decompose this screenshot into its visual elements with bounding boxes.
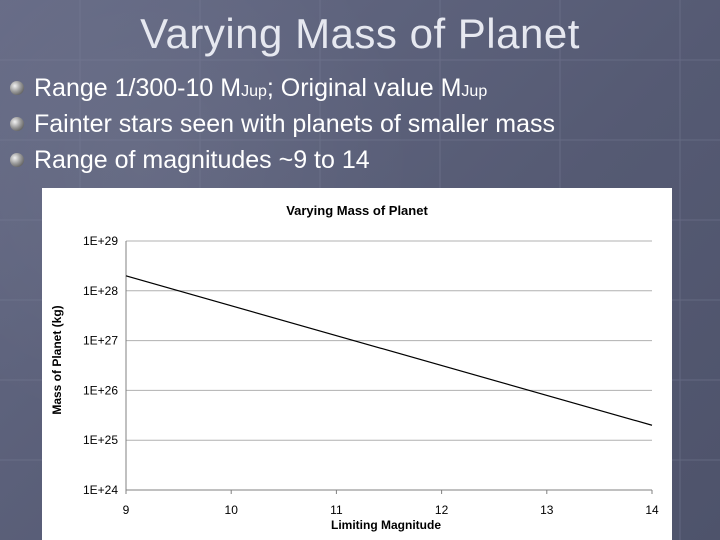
bullet-magnitude-range-text: Range of magnitudes ~9 to 14 [34,146,370,174]
x-tick-label: 10 [225,503,239,517]
bullet-icon [10,153,24,167]
y-axis-label: Mass of Planet (kg) [50,305,64,414]
series-line-mass-of-planet [125,275,653,426]
x-tick-label: 11 [330,503,343,517]
x-tick-label: 9 [123,503,130,517]
bullet-fainter-stars-text: Fainter stars seen with planets of small… [34,110,556,138]
bullet-magnitude-range: Range of magnitudes ~9 to 14 [10,142,710,178]
x-tick-label: 13 [540,503,554,517]
bullet-fainter-stars: Fainter stars seen with planets of small… [10,106,710,142]
bullet-original-value-text: ; Original value M [266,74,462,102]
bullet-icon [10,81,24,95]
x-tick-label: 14 [645,503,659,517]
chart-title: Varying Mass of Planet [286,203,428,218]
x-tick-labels: 9 10 11 12 13 14 [123,503,659,517]
y-tick-label: 1E+26 [83,383,118,397]
bullet-icon [10,117,24,131]
jup-subscript: Jup [241,83,267,100]
y-tick-label: 1E+25 [83,433,118,447]
chart-panel: Varying Mass of Planet 1E+24 1E+25 1E+26 1E… [42,188,672,540]
y-tick-label: 1E+29 [83,234,118,248]
bullet-mass-range: Range 1/300-10 MJup; Original value MJup [10,70,710,106]
x-axis-label: Limiting Magnitude [331,518,441,532]
bullet-list: Range 1/300-10 MJup; Original value MJup… [10,70,710,178]
bullet-mass-range-text: Range 1/300-10 M [34,74,242,102]
y-tick-label: 1E+27 [83,334,118,348]
y-tick-label: 1E+24 [83,483,118,497]
mass-vs-magnitude-chart: Varying Mass of Planet 1E+241E+251E+261E… [50,203,659,532]
x-tick-label: 12 [435,503,449,517]
series-layer [125,275,653,426]
y-tick-label: 1E+28 [83,284,118,298]
grid-lines [125,240,653,494]
y-tick-labels: 1E+24 1E+25 1E+26 1E+27 1E+28 1E+29 [83,234,118,497]
slide-title: Varying Mass of Planet [140,10,580,57]
jup-subscript: Jup [461,83,488,100]
